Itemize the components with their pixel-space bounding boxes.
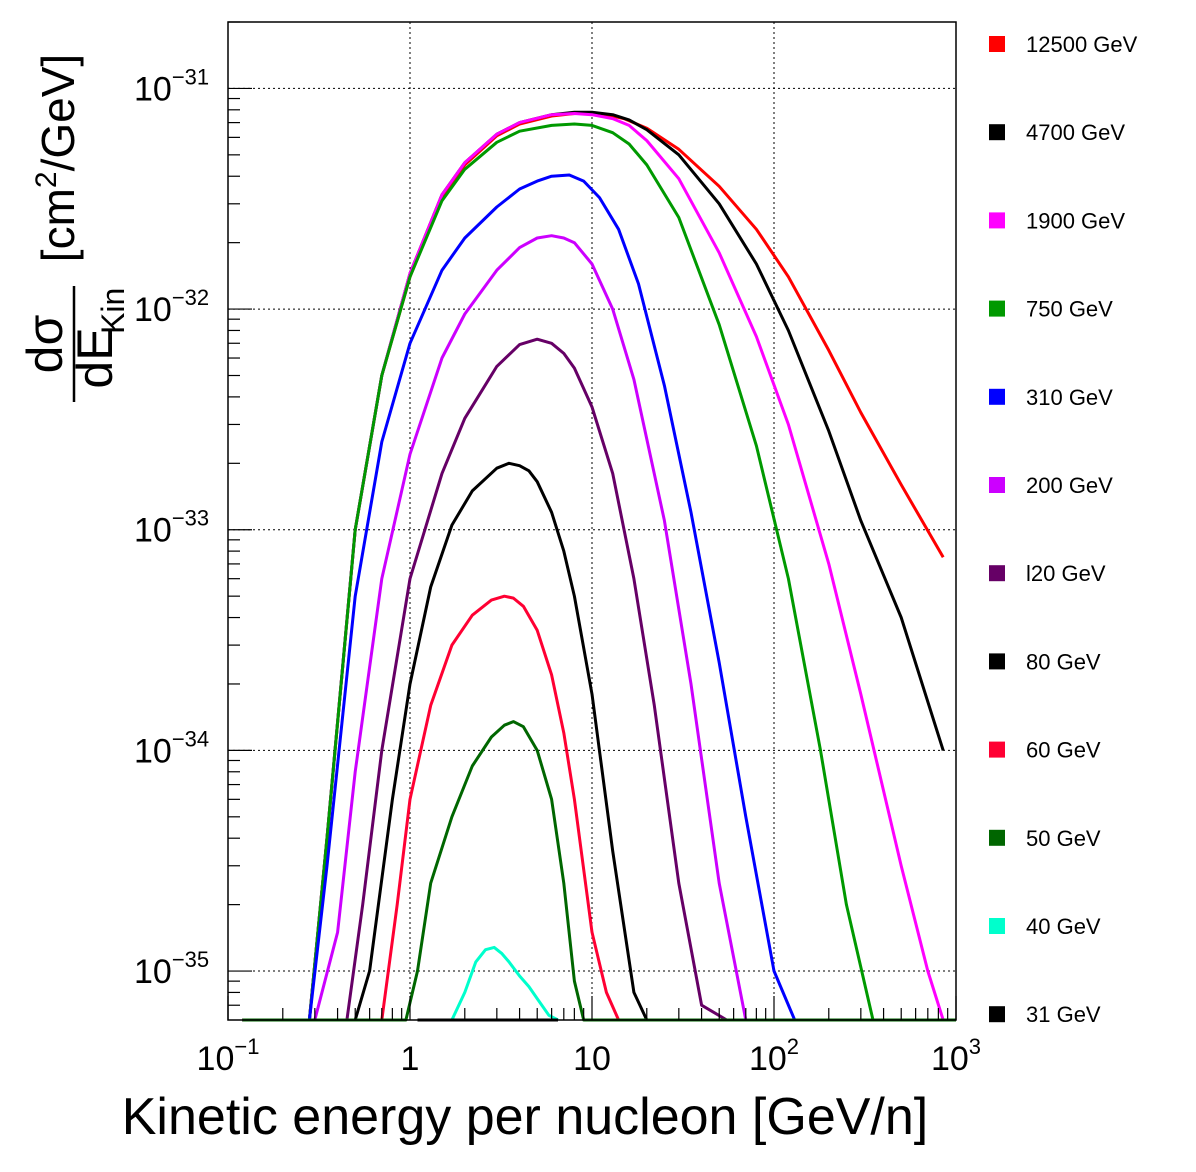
x-tick-label: 1 <box>401 1040 420 1078</box>
x-tick-label: 10−1 <box>197 1034 260 1078</box>
legend: 12500 GeV 4700 GeV 1900 GeV 750 GeV 310 GeV 2… <box>989 32 1138 1027</box>
legend-label: 4700 GeV <box>1026 120 1125 145</box>
series-line-6 <box>242 337 956 1022</box>
series-line-5 <box>242 234 956 1022</box>
series-line-8 <box>242 594 956 1022</box>
y-tick-label: 10−33 <box>134 506 209 550</box>
legend-label: l20 GeV <box>1026 561 1106 586</box>
y-tick-label: 10−34 <box>134 726 209 770</box>
y-axis-numerator: dσ <box>17 315 73 374</box>
y-tick-label: 10−32 <box>134 285 209 329</box>
legend-swatch <box>989 653 1005 670</box>
legend-swatch <box>989 829 1005 846</box>
legend-swatch <box>989 477 1005 493</box>
legend-label: 80 GeV <box>1026 649 1101 674</box>
y-axis-title: dσ dE Kin [cm2/GeV] <box>17 54 131 402</box>
x-tick-label: 10 <box>573 1040 611 1078</box>
tick-labels: 10−1 1 10 102 103 10−35 10−34 10−33 10−32 10−31 <box>134 64 981 1078</box>
y-tick-label: 10−31 <box>134 64 209 108</box>
legend-swatch <box>989 36 1005 52</box>
legend-swatch <box>989 212 1005 229</box>
legend-swatch <box>989 388 1005 405</box>
ticks <box>227 21 957 1020</box>
legend-swatch <box>989 565 1005 582</box>
y-axis-denominator: dE <box>67 327 123 388</box>
series-group <box>242 110 956 1022</box>
series-line-3 <box>242 122 956 1022</box>
legend-label: 200 GeV <box>1026 473 1113 498</box>
legend-label: 31 GeV <box>1026 1002 1101 1027</box>
x-tick-label: 103 <box>931 1034 981 1078</box>
legend-swatch <box>989 300 1005 317</box>
series-line-9 <box>242 720 956 1022</box>
legend-label: 50 GeV <box>1026 826 1101 851</box>
legend-label: 40 GeV <box>1026 914 1101 939</box>
series-line-7 <box>242 461 956 1022</box>
legend-swatch <box>989 124 1005 141</box>
series-line-4 <box>242 173 956 1022</box>
legend-label: 1900 GeV <box>1026 208 1125 233</box>
x-tick-label: 102 <box>749 1034 799 1078</box>
legend-label: 310 GeV <box>1026 385 1113 410</box>
x-axis-title: Kinetic energy per nucleon [GeV/n] <box>122 1088 928 1146</box>
legend-swatch <box>989 741 1005 758</box>
legend-swatch <box>989 1006 1005 1023</box>
y-axis-unit: [cm2/GeV] <box>30 54 84 262</box>
y-tick-label: 10−35 <box>134 947 209 991</box>
series-line-10 <box>450 945 559 1022</box>
legend-label: 60 GeV <box>1026 738 1101 763</box>
legend-label: 12500 GeV <box>1026 32 1138 57</box>
legend-swatch <box>989 918 1005 934</box>
y-axis-denominator-sub: Kin <box>95 288 131 334</box>
legend-label: 750 GeV <box>1026 297 1113 322</box>
